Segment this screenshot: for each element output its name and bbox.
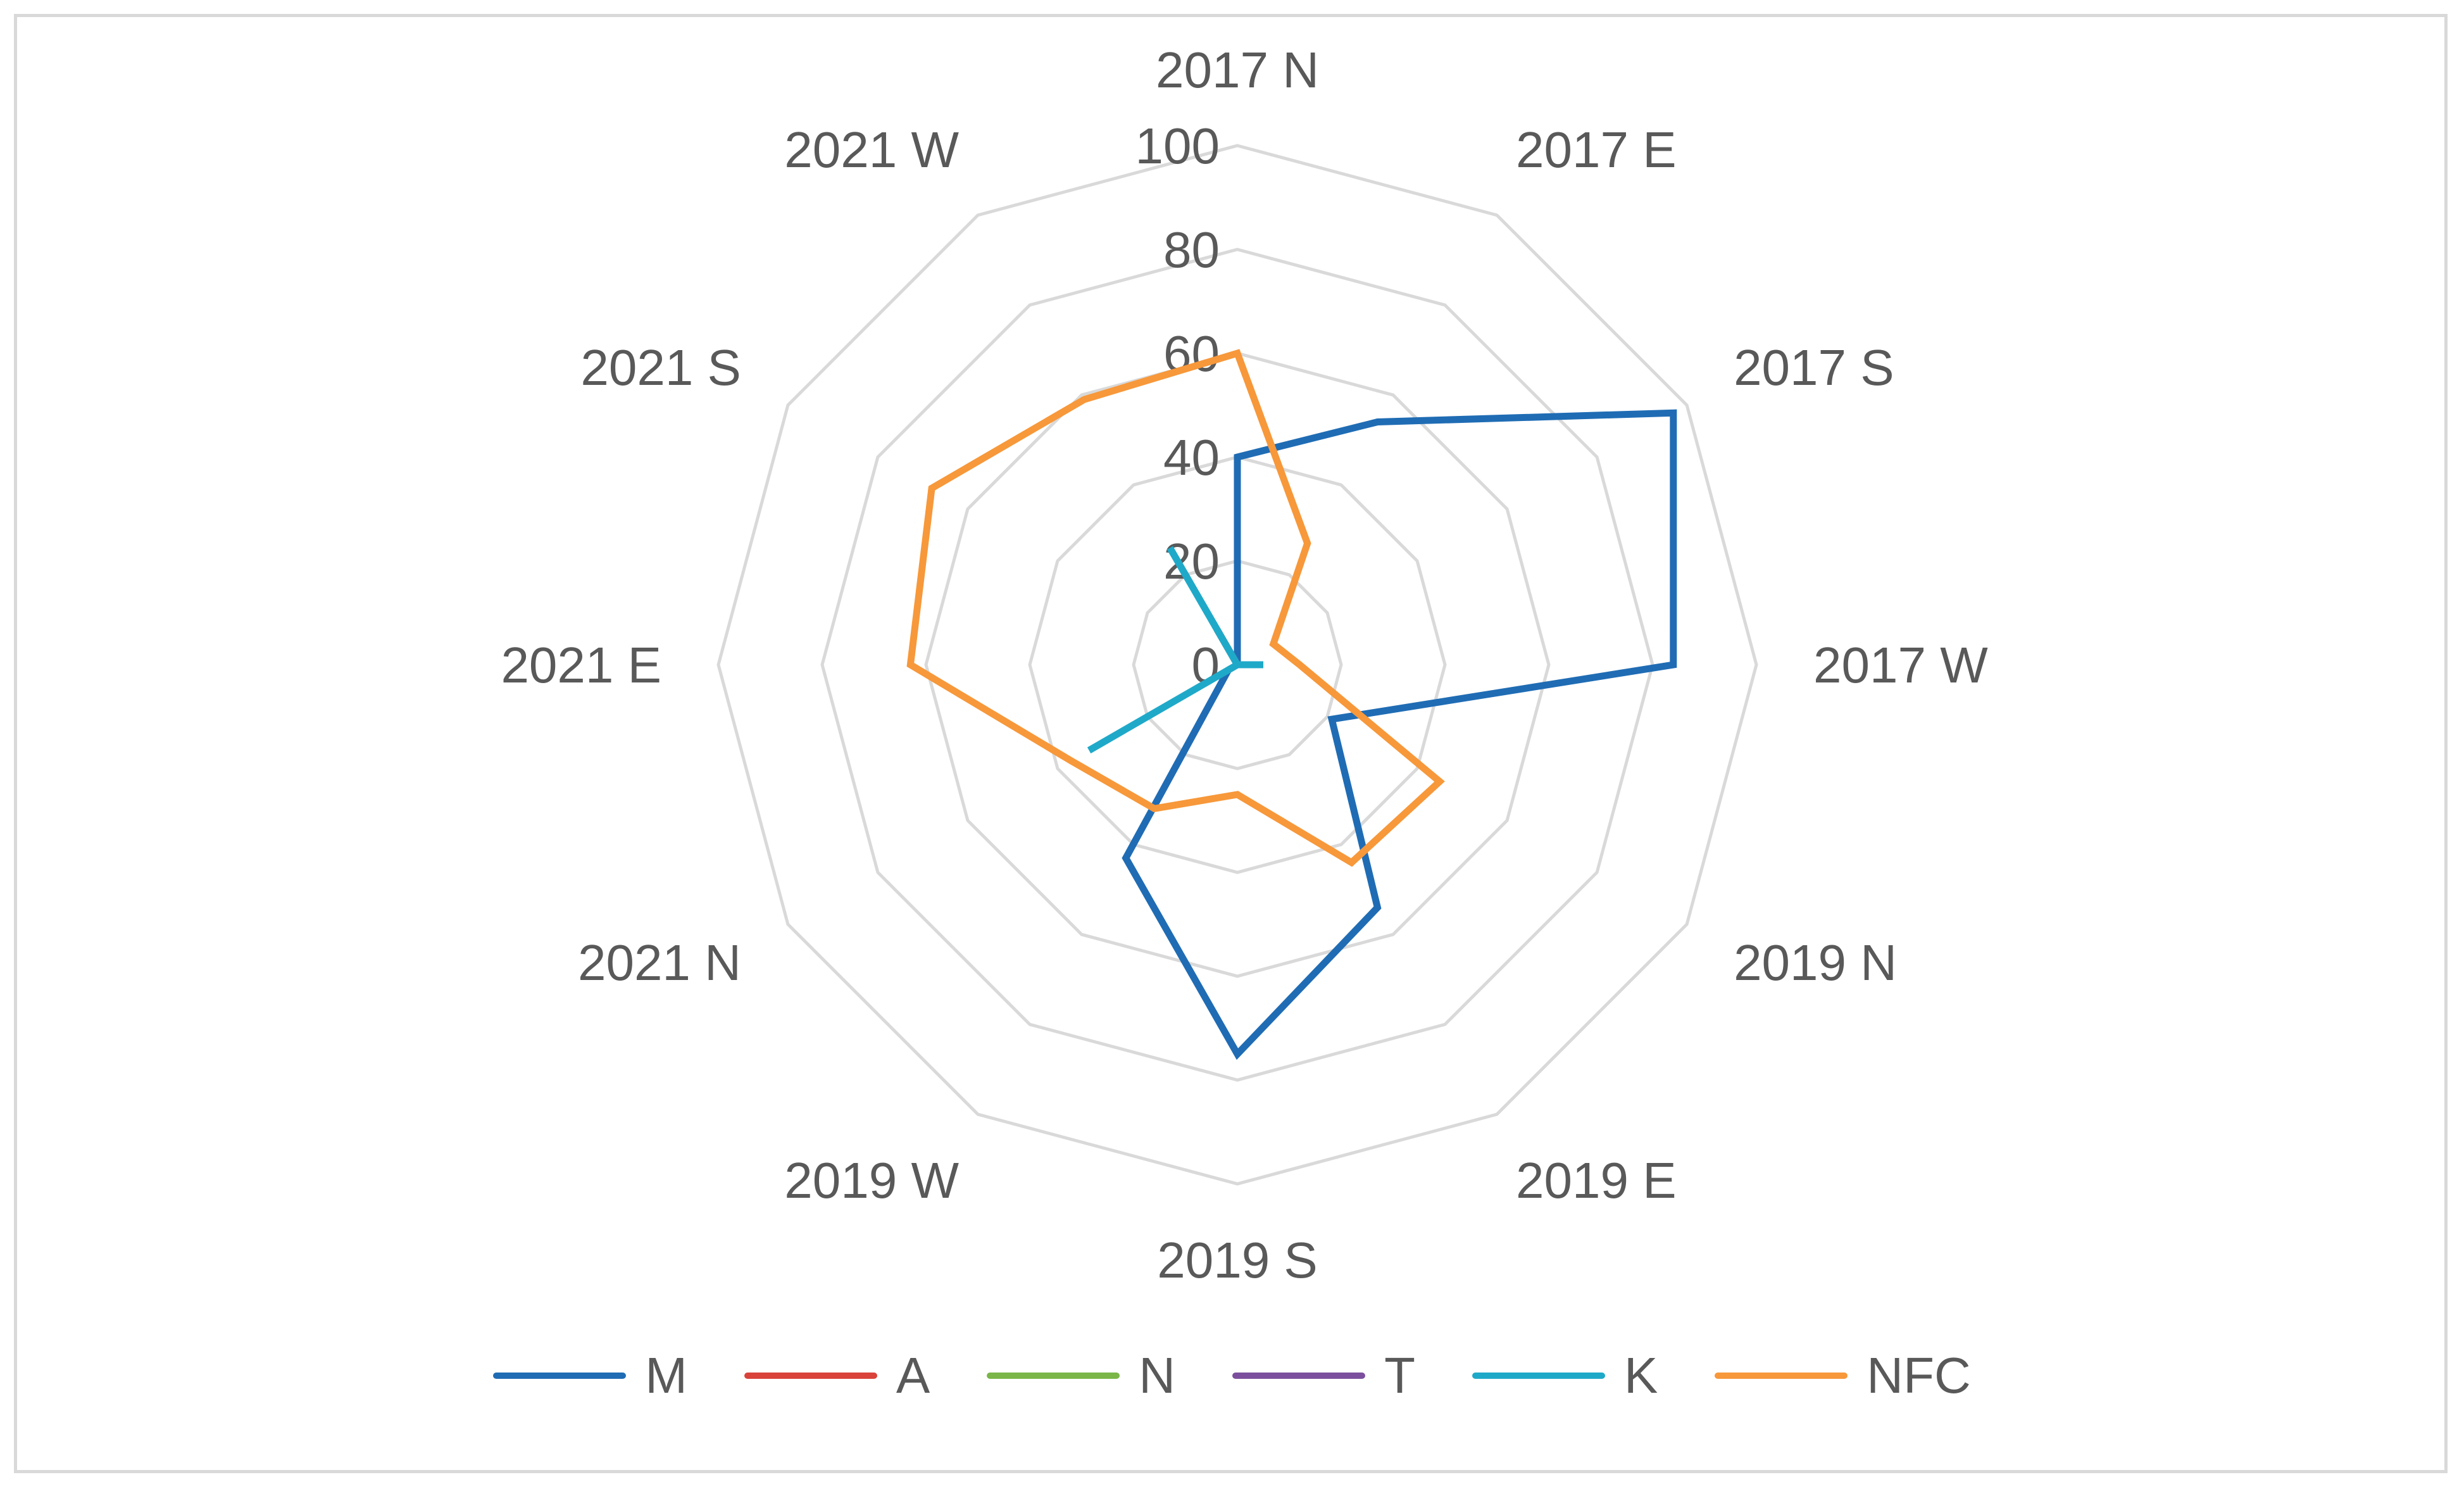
legend-swatch — [493, 1373, 627, 1379]
chart-frame — [14, 14, 2448, 1473]
category-label: 2021 S — [580, 339, 741, 396]
legend-item-k: K — [1472, 1347, 1658, 1405]
legend-label: A — [896, 1347, 930, 1404]
grid-ring — [1132, 559, 1343, 770]
legend-swatch — [1715, 1373, 1848, 1379]
series-line-k — [1087, 546, 1263, 754]
legend-item-nfc: NFC — [1715, 1347, 1971, 1405]
grid-ring — [1028, 455, 1447, 874]
tick-label: 80 — [1163, 222, 1220, 278]
legend-swatch — [744, 1373, 877, 1379]
grid-ring — [924, 351, 1551, 978]
legend-item-a: A — [744, 1347, 930, 1405]
series-line-nfc — [906, 349, 1445, 867]
legend-swatch — [1472, 1373, 1605, 1379]
grid-layer — [716, 144, 1758, 1186]
category-label: 2017 S — [1734, 339, 1894, 396]
legend-item-m: M — [493, 1347, 687, 1405]
category-label: 2017 E — [1516, 122, 1677, 178]
tick-label: 100 — [1135, 118, 1220, 174]
category-label: 2019 N — [1734, 934, 1897, 991]
legend-item-t: T — [1232, 1347, 1415, 1405]
legend-label: M — [645, 1347, 687, 1404]
legend-label: N — [1139, 1347, 1176, 1404]
category-label: 2017 W — [1813, 637, 1988, 693]
category-label: 2021 E — [501, 637, 661, 693]
category-label: 2019 W — [784, 1152, 959, 1209]
legend-item-n: N — [987, 1347, 1175, 1405]
category-label: 2017 N — [1156, 42, 1319, 98]
category-label: 2021 N — [578, 934, 741, 991]
series-layer — [906, 349, 1677, 1060]
category-label: 2019 E — [1516, 1152, 1677, 1209]
legend-label: K — [1623, 1347, 1658, 1404]
grid-ring — [716, 144, 1758, 1186]
category-label-layer: 2017 N 2017 E 2017 S 2017 W 2019 N 2019 E 2019… — [501, 42, 1988, 1288]
legend-label: NFC — [1867, 1347, 1971, 1404]
category-label: 2019 S — [1157, 1232, 1318, 1288]
grid-ring — [820, 248, 1654, 1082]
legend-swatch — [1232, 1373, 1366, 1379]
legend: M A N T K NFC — [0, 1341, 2464, 1410]
series-line-m — [1122, 409, 1677, 1060]
legend-swatch — [987, 1373, 1120, 1379]
legend-label: T — [1384, 1347, 1415, 1404]
tick-label: 40 — [1163, 429, 1220, 486]
category-label: 2021 W — [784, 122, 959, 178]
